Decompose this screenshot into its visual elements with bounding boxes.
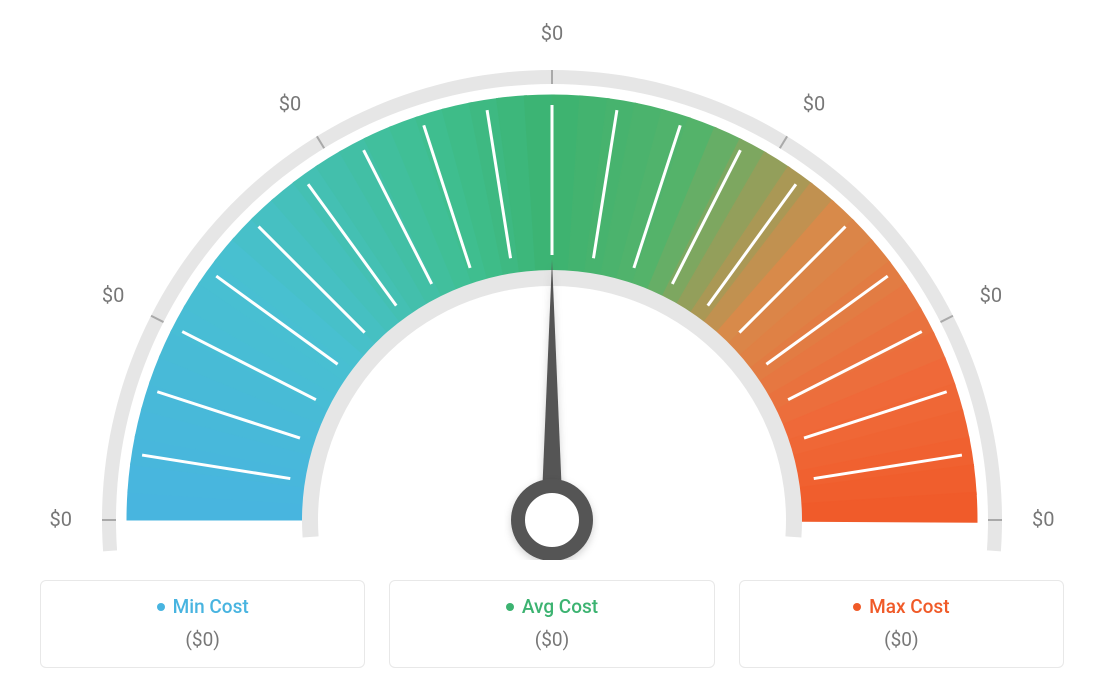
legend-value: ($0)	[59, 628, 346, 651]
gauge-dial-label: $0	[279, 92, 301, 116]
legend-title: Min Cost	[157, 595, 249, 618]
legend-title: Max Cost	[853, 595, 949, 618]
legend-card-avg: Avg Cost ($0)	[389, 580, 714, 668]
legend-value: ($0)	[408, 628, 695, 651]
gauge-dial-label: $0	[1032, 507, 1054, 531]
legend-value: ($0)	[758, 628, 1045, 651]
gauge-dial-label: $0	[50, 507, 72, 531]
legend-dot-icon	[853, 603, 861, 611]
legend-title-text: Avg Cost	[522, 595, 598, 618]
gauge-dial-label: $0	[541, 21, 563, 45]
legend-dot-icon	[506, 603, 514, 611]
gauge-container: $0 $0 $0 $0 $0 $0 $0	[0, 0, 1104, 560]
legend-card-min: Min Cost ($0)	[40, 580, 365, 668]
gauge-needle-pivot	[518, 486, 586, 554]
legend-title-text: Min Cost	[173, 595, 249, 618]
legend-dot-icon	[157, 603, 165, 611]
gauge-dial-label: $0	[980, 283, 1002, 307]
gauge-chart: $0 $0 $0 $0 $0 $0 $0	[0, 0, 1104, 560]
legend-card-max: Max Cost ($0)	[739, 580, 1064, 668]
gauge-dial-label: $0	[102, 283, 124, 307]
legend-title-text: Max Cost	[869, 595, 949, 618]
legend-row: Min Cost ($0) Avg Cost ($0) Max Cost ($0)	[0, 560, 1104, 668]
legend-title: Avg Cost	[506, 595, 598, 618]
gauge-dial-label: $0	[803, 92, 825, 116]
